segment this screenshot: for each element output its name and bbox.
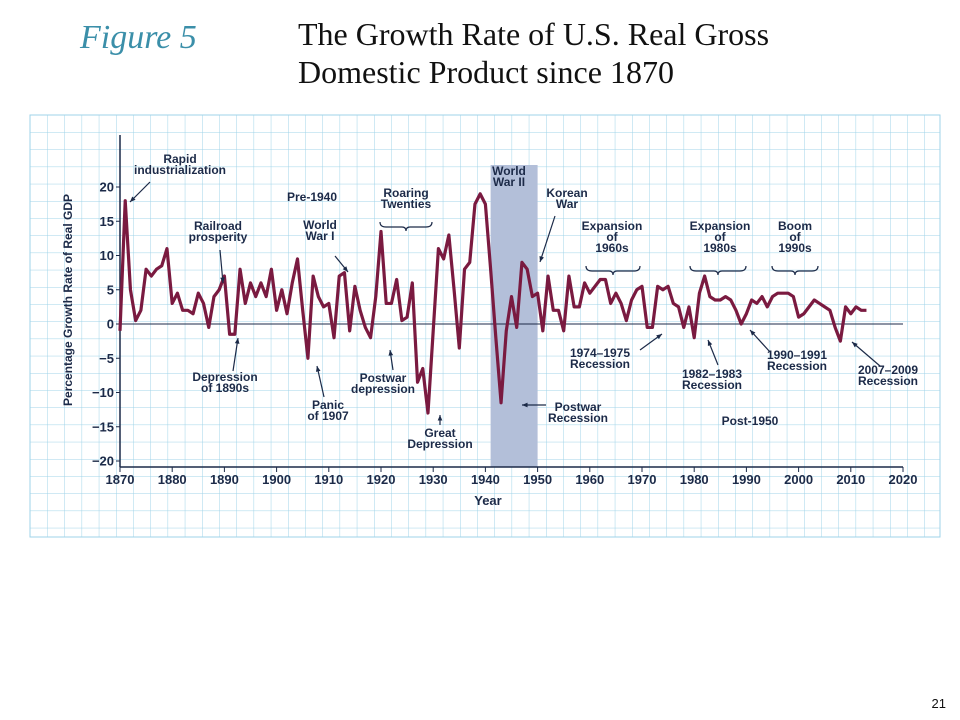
annotation: 1990s (778, 241, 812, 255)
x-tick-label: 1890 (210, 472, 239, 487)
annotation: Depression (407, 437, 472, 451)
x-tick-label: 2020 (889, 472, 918, 487)
x-axis-label: Year (474, 493, 501, 508)
annotation-brace (585, 265, 641, 276)
chart-title: The Growth Rate of U.S. Real Gross (298, 16, 769, 52)
arrow-head (388, 350, 394, 356)
annotation: Recession (682, 378, 742, 392)
arrow-head (707, 340, 713, 346)
annotation: War I (306, 229, 335, 243)
annotation: industrialization (134, 163, 226, 177)
page-number: 21 (932, 696, 946, 711)
x-tick-label: 1910 (314, 472, 343, 487)
annotation: Postwar (555, 400, 602, 414)
annotation-brace (771, 265, 819, 276)
annotation: Pre-1940 (287, 190, 337, 204)
arrow-head (234, 338, 240, 344)
annotation: 1960s (595, 241, 629, 255)
x-tick-label: 1950 (523, 472, 552, 487)
y-tick-label: −15 (92, 419, 114, 434)
x-tick-label: 2000 (784, 472, 813, 487)
y-tick-label: 5 (107, 282, 114, 297)
annotation: Rapid (163, 152, 196, 166)
annotation: Recession (767, 359, 827, 373)
annotation: 1974–1975 (570, 346, 630, 360)
annotation: Expansion (582, 219, 643, 233)
annotation-brace (689, 265, 747, 276)
arrow-head (220, 277, 225, 283)
y-tick-label: 10 (100, 248, 114, 263)
annotation: Depression (192, 370, 257, 384)
annotation: Panic (312, 398, 344, 412)
annotation: 1990–1991 (767, 348, 827, 362)
arrow-head (315, 366, 321, 372)
annotation: depression (351, 382, 415, 396)
x-tick-label: 1900 (262, 472, 291, 487)
arrow-head (656, 334, 662, 340)
x-tick-label: 1870 (106, 472, 135, 487)
annotation: Recession (570, 357, 630, 371)
arrow-head (342, 266, 348, 272)
annotation: World (303, 218, 337, 232)
annotation: 1982–1983 (682, 367, 742, 381)
line-series (118, 192, 867, 415)
annotation-arrow (539, 215, 556, 263)
annotation: War II (493, 175, 525, 189)
arrow-head (852, 342, 858, 348)
arrow-head (437, 415, 443, 421)
x-tick-label: 1960 (575, 472, 604, 487)
x-tick-label: 1970 (628, 472, 657, 487)
annotation: Recession (548, 411, 608, 425)
x-tick-label: 1990 (732, 472, 761, 487)
y-tick-label: 15 (100, 214, 114, 229)
chart-title: Domestic Product since 1870 (298, 54, 674, 90)
annotation: Great (424, 426, 455, 440)
arrow-head (522, 402, 528, 408)
annotation: of (606, 230, 618, 244)
annotation: Twenties (381, 197, 432, 211)
x-tick-label: 2010 (836, 472, 865, 487)
y-tick-label: 0 (107, 317, 114, 332)
y-tick-label: −20 (92, 454, 114, 469)
annotation: of 1907 (307, 409, 349, 423)
x-tick-label: 1940 (471, 472, 500, 487)
annotation-arrow (232, 337, 239, 372)
x-tick-label: 1930 (419, 472, 448, 487)
y-tick-label: −10 (92, 385, 114, 400)
arrow-head (130, 196, 136, 202)
annotation: Korean (546, 186, 587, 200)
annotation: Post-1950 (722, 414, 779, 428)
annotation: prosperity (189, 230, 248, 244)
x-tick-label: 1880 (158, 472, 187, 487)
y-axis-label: Percentage Growth Rate of Real GDP (61, 194, 75, 406)
arrow-head (539, 256, 544, 262)
annotation: 1980s (703, 241, 737, 255)
figure-label: Figure 5 (79, 19, 197, 56)
annotation: Railroad (194, 219, 242, 233)
annotation: of 1890s (201, 381, 249, 395)
plot: 20 15 10 5 0 −5 −10 −15 −20 1870 1880 1890 1900 1910 1… (92, 135, 918, 487)
annotation: of (714, 230, 726, 244)
annotation: Roaring (383, 186, 428, 200)
annotation: Recession (858, 374, 918, 388)
annotation: Postwar (360, 371, 407, 385)
annotation: World (492, 164, 526, 178)
annotation-brace (379, 221, 433, 232)
x-tick-label: 1980 (680, 472, 709, 487)
y-tick-label: 20 (100, 180, 114, 195)
x-tick-label: 1920 (367, 472, 396, 487)
y-tick-label: −5 (99, 351, 114, 366)
annotation: Expansion (690, 219, 751, 233)
annotation-arrow (851, 341, 881, 367)
arrow-head (750, 330, 756, 336)
annotation: Boom (778, 219, 812, 233)
annotation: War (556, 197, 579, 211)
annotation: of (789, 230, 801, 244)
annotation: 2007–2009 (858, 363, 918, 377)
